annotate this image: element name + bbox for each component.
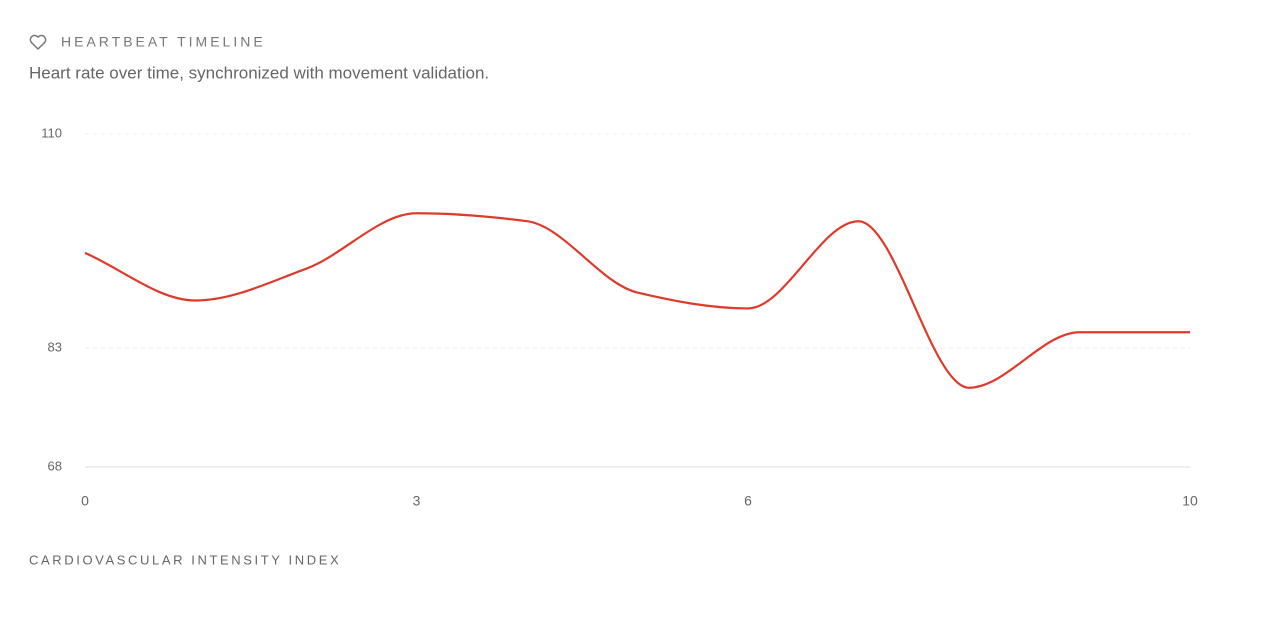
x-tick-label: 6: [744, 493, 752, 509]
heart-icon: [29, 34, 47, 50]
x-tick-label: 0: [81, 493, 89, 509]
x-tick-label: 10: [1182, 493, 1198, 509]
chart-subtitle: Heart rate over time, synchronized with …: [29, 63, 489, 82]
y-tick-label: 83: [48, 340, 62, 355]
y-tick-label: 110: [41, 125, 62, 140]
x-axis-label: CARDIOVASCULAR INTENSITY INDEX: [29, 552, 341, 567]
line-series: [84, 212, 1190, 389]
x-tick-label: 3: [413, 493, 421, 509]
y-tick-label: 68: [48, 458, 62, 473]
chart-title: HEARTBEAT TIMELINE: [61, 34, 266, 50]
